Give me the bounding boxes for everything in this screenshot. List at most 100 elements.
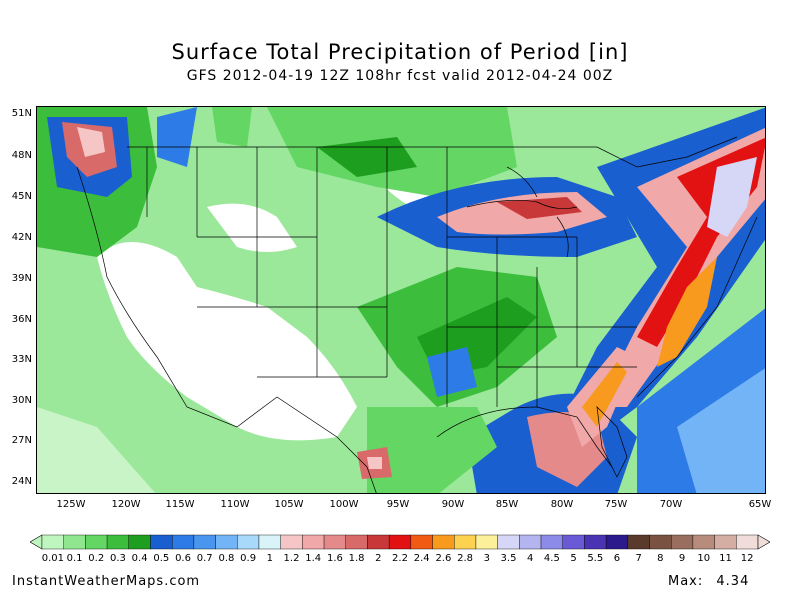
colorbar-swatch	[150, 534, 173, 550]
lon-label-110w: 110W	[220, 499, 250, 510]
map-canvas	[37, 107, 765, 493]
lon-label-70w: 70W	[659, 499, 683, 510]
colorbar-tick-label: 2.2	[392, 553, 408, 564]
lat-label-30n: 30N	[11, 395, 32, 406]
colorbar-swatch	[171, 534, 195, 550]
colorbar-tick-label: 3.5	[500, 553, 517, 564]
max-value-readout: Max: 4.34	[668, 574, 749, 589]
colorbar-tick-label: 0.5	[153, 553, 170, 564]
colorbar-swatch	[714, 534, 737, 550]
colorbar-swatch	[323, 534, 346, 550]
colorbar-swatch	[215, 534, 238, 550]
colorbar-tick-label: 0.01	[41, 553, 64, 564]
colorbar-swatch	[497, 534, 520, 550]
max-label: Max:	[668, 574, 704, 589]
colorbar-swatch	[85, 534, 108, 550]
colorbar-swatch	[432, 534, 455, 550]
lon-label-75w: 75W	[604, 499, 628, 510]
colorbar-swatch	[302, 534, 325, 550]
colorbar-swatch	[671, 534, 694, 550]
site-credit: InstantWeatherMaps.com	[12, 574, 201, 589]
colorbar-tick-label: 7	[635, 553, 642, 564]
colorbar-tick-label: 2.6	[435, 553, 452, 564]
colorbar-tick-label: 1.6	[326, 553, 343, 564]
colorbar-swatch	[627, 534, 650, 550]
colorbar-swatch	[584, 534, 607, 550]
colorbar-arrow-left	[30, 534, 43, 550]
colorbar-tick-label: 0.1	[66, 553, 83, 564]
map-title: Surface Total Precipitation of Period [i…	[171, 40, 629, 64]
lon-label-125w: 125W	[56, 499, 86, 510]
colorbar-swatch	[605, 534, 629, 550]
lon-label-105w: 105W	[274, 499, 304, 510]
colorbar-tick-label: 2	[375, 553, 382, 564]
colorbar-tick-label: 0.6	[175, 553, 191, 564]
colorbar-swatch	[345, 534, 368, 550]
colorbar-tick-label: 0.7	[196, 553, 213, 564]
colorbar-tick-label: 1.2	[283, 553, 300, 564]
lat-label-36n: 36N	[11, 314, 32, 325]
colorbar-tick-label: 1.8	[348, 553, 365, 564]
colorbar-swatch	[237, 534, 260, 550]
map-subtitle: GFS 2012-04-19 12Z 108hr fcst valid 2012…	[186, 68, 614, 84]
colorbar-swatch	[280, 534, 303, 550]
colorbar-swatch	[41, 534, 64, 550]
lon-label-80w: 80W	[550, 499, 574, 510]
colorbar-swatch	[562, 534, 585, 550]
colorbar-tick-label: 0.8	[218, 553, 235, 564]
colorbar-tick-label: 0.3	[109, 553, 126, 564]
colorbar-tick-label: 9	[678, 553, 686, 564]
colorbar-tick-label: 4.5	[543, 553, 560, 564]
lat-label-39n: 39N	[11, 273, 32, 284]
colorbar-arrow-right	[757, 534, 770, 550]
colorbar-swatch	[649, 534, 672, 550]
colorbar-swatch	[410, 534, 433, 550]
colorbar-swatch	[540, 534, 563, 550]
colorbar-swatch	[388, 534, 412, 550]
colorbar-tick-label: 0.9	[240, 553, 257, 564]
colorbar-tick-label: 2.8	[457, 553, 474, 564]
colorbar-tick-label: 10	[697, 553, 711, 564]
colorbar-tick-label: 1	[266, 553, 273, 564]
colorbar-tick-label: 5.5	[587, 553, 604, 564]
colorbar-swatch	[63, 534, 86, 550]
colorbar-swatch	[454, 534, 477, 550]
lat-label-45n: 45N	[11, 191, 32, 202]
colorbar-swatch	[692, 534, 715, 550]
lon-label-90w: 90W	[441, 499, 465, 510]
colorbar-tick-label: 0.2	[88, 553, 105, 564]
colorbar-swatch	[367, 534, 390, 550]
lon-label-100w: 100W	[329, 499, 359, 510]
colorbar-tick-label: 5	[570, 553, 577, 564]
colorbar-tick-label: 12	[740, 553, 754, 564]
lat-label-48n: 48N	[11, 150, 32, 161]
colorbar-tick-label: 0.4	[131, 553, 148, 564]
colorbar-swatch	[475, 534, 498, 550]
lon-label-120w: 120W	[111, 499, 141, 510]
colorbar-swatch	[106, 534, 129, 550]
lat-label-51n: 51N	[11, 108, 32, 119]
colorbar-tick-label: 3	[483, 553, 490, 564]
lon-label-85w: 85W	[495, 499, 519, 510]
colorbar-tick-label: 1.4	[305, 553, 322, 564]
colorbar-swatch	[736, 534, 759, 550]
colorbar-swatch	[128, 534, 151, 550]
lat-label-33n: 33N	[11, 354, 32, 365]
colorbar-swatch	[258, 534, 281, 550]
lon-label-115w: 115W	[165, 499, 195, 510]
lat-label-42n: 42N	[11, 232, 32, 243]
lon-label-65w: 65W	[748, 499, 772, 510]
lat-label-24n: 24N	[11, 476, 32, 487]
colorbar-tick-label: 8	[657, 553, 664, 564]
colorbar-tick-label: 6	[613, 553, 621, 564]
colorbar-swatch	[519, 534, 542, 550]
max-value: 4.34	[716, 574, 750, 589]
lat-label-27n: 27N	[11, 435, 32, 446]
precipitation-map	[36, 106, 766, 494]
colorbar-tick-label: 2.4	[413, 553, 430, 564]
colorbar-swatch	[193, 534, 216, 550]
lon-label-95w: 95W	[386, 499, 410, 510]
colorbar-tick-label: 4	[526, 553, 534, 564]
colorbar-tick-label: 11	[719, 553, 732, 564]
colorbar	[30, 534, 770, 550]
